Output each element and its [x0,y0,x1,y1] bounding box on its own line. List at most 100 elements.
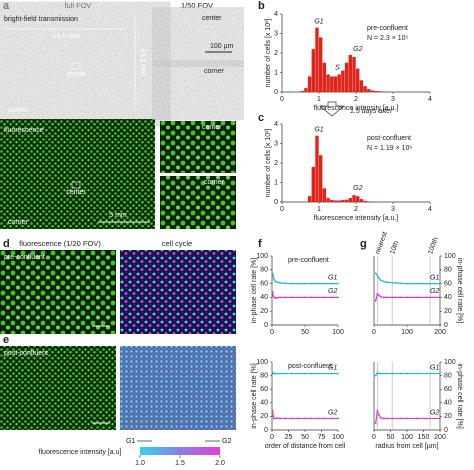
peak-label: G1 [314,19,323,26]
bar [315,27,319,92]
image-label: 14.6 mm [52,33,79,40]
bar [370,90,375,92]
arrow [319,101,345,117]
point [272,415,275,418]
colorbar-tick-label: 1.5 [175,460,185,467]
point [317,282,320,285]
point [273,372,275,375]
point [297,417,300,420]
point [399,372,402,375]
x-tick-label: 100 [332,329,344,336]
bar [333,76,338,92]
point [392,417,395,420]
panel-label: d [3,238,10,250]
x-tick-label: 4 [428,96,432,103]
colorbar [140,447,220,455]
point [276,417,279,419]
point [274,417,277,420]
y-axis-label: number of cells [x 10³] [265,129,272,198]
bar [337,200,341,202]
x-tick-label: 200 [434,434,446,441]
bar [322,188,327,202]
header: cell cycle [162,239,192,248]
peak-label: G2 [353,185,362,192]
y-tick-label: 3 [274,140,278,147]
fluorescence-image [0,346,116,430]
bar [326,74,330,92]
bar [337,74,341,92]
image-label: fluorescence [4,127,44,134]
point [399,296,402,299]
y-tick-label: 0 [444,427,448,434]
y-tick-label: 2 [274,50,278,57]
bar [374,91,378,92]
point [310,296,313,299]
y-tick-label: 80 [444,267,452,274]
point [317,372,320,375]
cell-cycle-image [120,346,236,430]
bar [352,56,356,92]
y-tick-label: 100 [256,253,268,260]
point [386,281,389,284]
legend-label: G1 [430,274,439,281]
x-axis-label: fluorescence intensity [a.u.] [314,105,399,112]
point [416,296,418,299]
point [310,372,313,375]
point [425,417,428,420]
y-tick-label: 4 [274,11,278,18]
point [416,417,418,420]
y-axis-label: in-phase cell rate [%] [456,363,463,428]
y-tick-label: 3 [274,30,278,37]
point [439,296,441,299]
x-tick-label: 25 [285,434,293,441]
bar [359,80,364,92]
x-tick-label: 1 [317,206,321,213]
point [297,296,300,299]
y-tick-label: 40 [444,294,452,301]
point [337,282,339,285]
y-tick-label: 0 [264,322,268,329]
y-tick-label: 1 [274,179,278,186]
point [290,417,293,420]
legend-label: G2 [430,288,439,295]
tile-label: center [202,15,222,22]
point [439,417,441,420]
x-tick-label: 0 [280,96,284,103]
y-tick-label: 60 [444,280,452,287]
bar [330,200,334,202]
point [290,372,293,375]
x-axis-label: radius from cell [µm] [375,443,438,450]
point [406,282,408,285]
point [274,297,277,299]
bar [311,49,315,92]
point [297,372,300,375]
image-label: post-confluent [4,350,48,357]
bar [322,62,327,92]
peak-label: S [335,64,340,71]
colorbar-end: G1 [126,438,135,445]
x-tick-label: 1 [317,96,321,103]
bar [341,200,345,202]
point [317,296,320,299]
bar [307,76,312,92]
bar [344,199,349,202]
point [386,372,389,375]
panel-label: a [3,0,10,12]
x-tick-label: 50 [301,329,309,336]
bar [344,62,349,92]
point [290,282,293,285]
point [383,296,385,299]
y-tick-label: 100 [256,359,268,366]
fluorescence-image [0,250,116,334]
point [386,296,389,299]
bar [381,91,386,92]
image-label: bright-field transmission [4,16,78,23]
chart-title: post-confluent [288,363,332,370]
x-tick-label: 0 [372,329,376,336]
y-tick-label: 0 [274,89,278,96]
point [323,296,326,299]
point [425,372,428,375]
point [399,417,402,420]
point [383,280,385,283]
bar [348,198,352,202]
